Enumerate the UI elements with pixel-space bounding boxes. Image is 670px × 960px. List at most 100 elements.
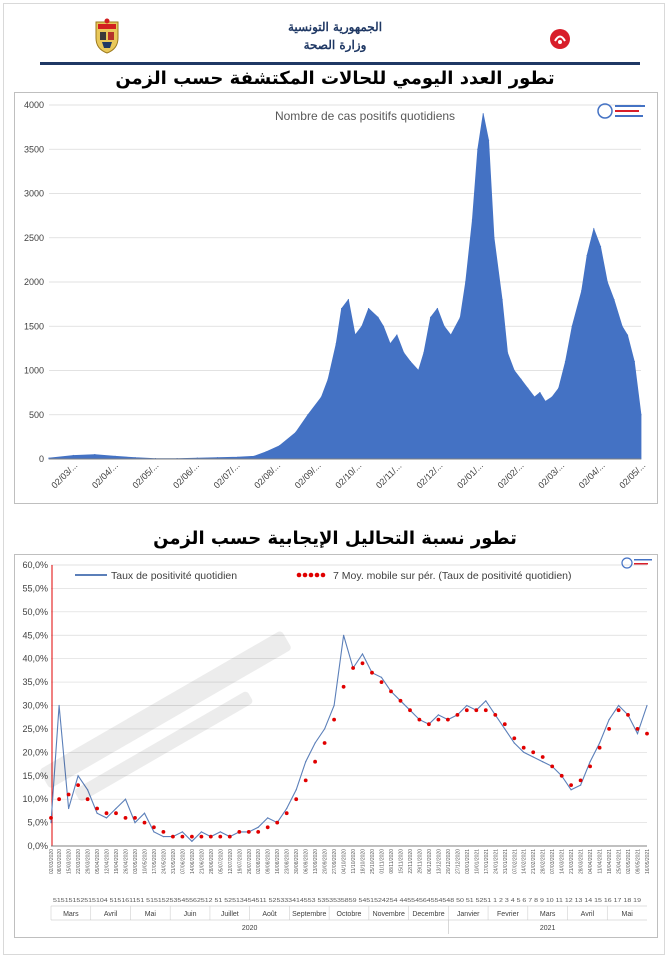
cases-point-46: [527, 387, 529, 389]
legend-dot-2: [308, 572, 314, 578]
y2-tick-label-9: 45,0%: [22, 630, 48, 640]
x2-date-label-41: 13/12/2020: [436, 849, 442, 874]
moving-average-point-61: [626, 713, 630, 717]
x2-date-label-19: 12/07/2020: [228, 849, 234, 874]
y2-tick-label-0: 0,0%: [27, 841, 48, 851]
positivity-point-55: [570, 789, 572, 791]
cases-point-11: [265, 451, 267, 453]
x2-date-label-58: 11/04/2021: [598, 849, 604, 874]
y-tick-label-3: 1500: [24, 321, 44, 331]
y-tick-label-5: 2500: [24, 233, 44, 243]
moving-average-point-2: [66, 792, 71, 797]
x2-date-label-55: 21/03/2021: [569, 849, 575, 874]
cases-chart: 0 500 1000 1500 2000 2500 3000 3500 4000 02/03/..…: [14, 92, 658, 504]
cases-point-55: [586, 254, 588, 257]
positivity-point-59: [608, 719, 610, 721]
x2-date-label-37: 15/11/2020: [398, 849, 404, 874]
x2-date-label-3: 22/03/2020: [76, 849, 82, 874]
cases-point-20: [354, 334, 356, 336]
header-rule: [40, 62, 640, 65]
y2-tick-label-6: 30,0%: [22, 701, 48, 711]
chart1-heading: تطور العدد اليومي للحالات المكتشفة حسب ا…: [115, 68, 555, 89]
moving-average-point-47: [493, 713, 498, 717]
moving-average-point-9: [133, 816, 137, 820]
ministry-label: وزارة الصحة: [303, 38, 367, 52]
cases-point-52: [564, 361, 567, 363]
positivity-point-35: [380, 676, 383, 678]
x2-date-label-30: 27/09/2020: [332, 849, 338, 874]
cases-point-8: [217, 457, 219, 459]
positivity-point-2: [68, 807, 70, 810]
x2-date-label-49: 07/02/2021: [512, 849, 518, 874]
moving-average-point-25: [284, 811, 289, 816]
x2-date-label-17: 28/06/2020: [209, 849, 215, 874]
cases-point-26: [396, 334, 398, 336]
positivity-point-60: [618, 704, 620, 707]
cases-point-29: [417, 369, 420, 372]
cases-point-21: [361, 325, 363, 327]
y2-tick-label-10: 50,0%: [22, 607, 48, 617]
x2-month-label-12: Mars: [540, 911, 556, 918]
cases-point-3: [114, 455, 116, 457]
x-tick-label-4: 02/07/...: [212, 460, 242, 490]
x2-date-label-61: 02/05/2021: [626, 849, 632, 874]
chart1-logo-icon: [597, 103, 645, 119]
x2-date-label-63: 16/05/2021: [645, 849, 651, 874]
x-tick-label-1: 02/04/...: [90, 460, 120, 490]
cases-point-43: [506, 352, 509, 354]
cases-point-57: [599, 246, 602, 248]
x2-date-label-38: 22/11/2020: [408, 849, 414, 874]
cases-point-15: [320, 396, 322, 398]
positivity-point-1: [58, 704, 60, 707]
moving-average-point-0: [49, 816, 53, 820]
chart2-logo-circle: [621, 557, 633, 569]
positivity-point-3: [77, 775, 79, 777]
cases-point-34: [450, 334, 452, 336]
x2-date-label-29: 20/09/2020: [323, 849, 329, 874]
cases-point-49: [544, 400, 546, 403]
cases-area-series: [48, 113, 642, 460]
x-tick-label-10: 02/01/...: [455, 460, 485, 490]
positivity-point-49: [513, 742, 515, 744]
positivity-point-12: [162, 836, 164, 838]
x2-year-label-1: 2021: [540, 925, 556, 932]
chart1-logo-bar1: [615, 105, 645, 107]
chart1-logo-bar2: [615, 110, 639, 112]
moving-average-point-58: [597, 745, 602, 750]
moving-average-point-11: [152, 825, 156, 830]
cases-point-35: [459, 316, 461, 318]
x2-date-label-57: 04/04/2021: [588, 849, 594, 874]
cases-point-18: [341, 308, 343, 310]
y2-tick-label-5: 25,0%: [22, 724, 48, 734]
moving-average-point-8: [123, 816, 128, 820]
x2-date-label-50: 14/02/2021: [522, 849, 528, 874]
legend-label-daily: Taux de positivité quotidien: [111, 570, 237, 582]
x2-month-label-13: Avril: [581, 911, 595, 918]
cases-point-40: [488, 139, 490, 141]
x2-month-label-11: Fevrier: [497, 911, 519, 918]
x-tick-label-11: 02/02/...: [496, 460, 526, 490]
moving-average-point-42: [446, 717, 450, 722]
x-tick-label-2: 02/05/...: [130, 460, 160, 490]
cases-point-23: [377, 316, 379, 318]
x2-date-label-39: 29/11/2020: [417, 849, 423, 874]
x2-date-label-0: 02/03/2020: [49, 849, 55, 874]
cases-point-12: [279, 445, 281, 447]
cases-point-31: [430, 316, 432, 318]
positivity-point-10: [143, 812, 146, 814]
x2-date-label-7: 19/04/2020: [114, 849, 120, 874]
y-tick-label-1: 500: [29, 410, 44, 420]
x-tick-label-9: 02/12/...: [414, 460, 444, 490]
positivity-point-4: [87, 789, 89, 791]
moving-average-point-41: [436, 717, 441, 722]
x2-date-label-51: 21/02/2021: [531, 849, 537, 874]
x2-date-label-11: 17/05/2020: [152, 849, 158, 874]
tunisia-emblem-icon: [95, 18, 119, 54]
moving-average-point-38: [408, 708, 412, 713]
positivity-point-26: [295, 789, 297, 791]
moving-average-point-34: [370, 670, 374, 675]
cases-point-56: [593, 228, 595, 230]
x2-date-label-10: 10/05/2020: [142, 849, 148, 874]
x2-month-label-7: Octobre: [337, 911, 362, 918]
cases-point-50: [551, 396, 553, 398]
